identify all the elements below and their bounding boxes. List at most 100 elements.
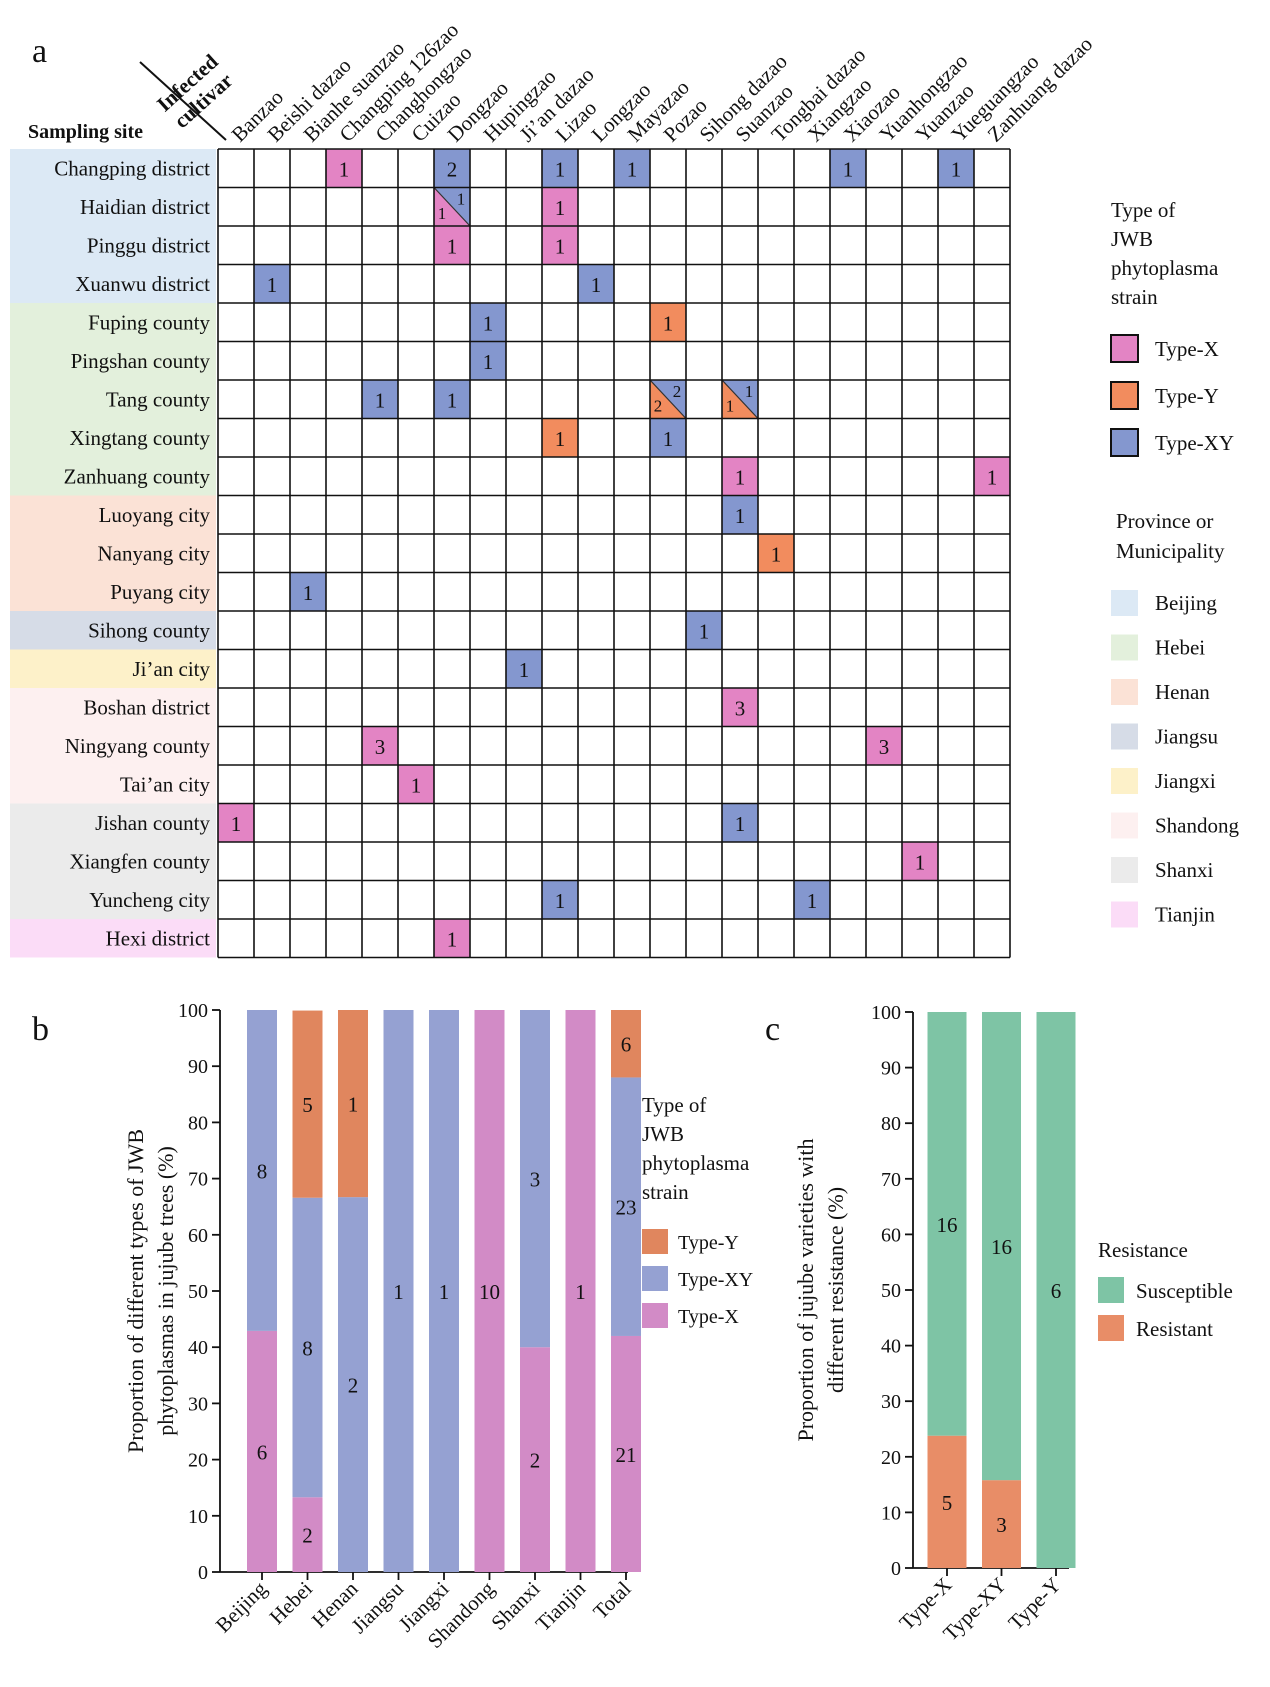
row-label: Xiangfen county — [69, 849, 210, 873]
panel-label-c: c — [765, 1011, 780, 1048]
bar-segment — [383, 1010, 414, 1572]
row-group-band — [10, 457, 216, 496]
cell-value: 1 — [519, 658, 530, 682]
row-group-band — [10, 341, 216, 380]
y-tick-label: 80 — [188, 1112, 208, 1134]
bar-label: 1 — [393, 1280, 404, 1304]
legend-swatch — [1111, 812, 1138, 839]
bar-label: 5 — [942, 1491, 953, 1515]
row-label: Luoyang city — [99, 503, 211, 527]
y-tick-label: 60 — [881, 1224, 901, 1246]
cell-value: 1 — [438, 204, 447, 223]
x-tick-label: Tianjin — [531, 1576, 591, 1636]
row-label: Tai’an city — [120, 772, 211, 796]
cell-value: 1 — [987, 465, 998, 489]
legend-title-line: Province or — [1116, 509, 1213, 533]
cell-filled — [614, 149, 650, 188]
row-group-band — [10, 187, 216, 226]
cell-filled — [362, 726, 398, 765]
row-group-band — [10, 765, 216, 804]
cell-value: 1 — [951, 157, 962, 181]
bar-label: 3 — [996, 1513, 1007, 1537]
legend-swatch — [1111, 857, 1138, 883]
row-label: Tang county — [106, 387, 211, 411]
legend-title-line: strain — [642, 1180, 689, 1204]
cell-value: 1 — [735, 812, 746, 836]
row-label: Jishan county — [95, 811, 210, 835]
row-group-band — [10, 303, 216, 342]
x-tick-label: Type-Y — [1003, 1573, 1065, 1635]
row-group-band — [10, 919, 216, 958]
legend-title-line: strain — [1111, 285, 1158, 309]
cell-value: 1 — [555, 157, 566, 181]
cell-value: 1 — [915, 850, 926, 874]
legend-entry: Type-X — [678, 1306, 739, 1328]
bar-label: 10 — [479, 1280, 500, 1304]
bar-segment — [927, 1012, 967, 1436]
y-tick-label: 90 — [188, 1056, 208, 1078]
y-tick-label: 50 — [881, 1280, 901, 1302]
row-group-band — [10, 495, 216, 534]
bar-segment — [611, 1010, 641, 1078]
header-diagonal — [139, 61, 227, 141]
cell-split-diagonal — [649, 379, 687, 419]
legend-entry: Resistant — [1136, 1317, 1213, 1341]
row-group-band — [10, 611, 216, 650]
cell-value: 1 — [411, 773, 422, 797]
cell-value: 2 — [673, 382, 682, 401]
bar-segment — [1036, 1012, 1076, 1568]
bar-label: 21 — [616, 1443, 637, 1467]
bar-label: 16 — [991, 1235, 1012, 1259]
bar-label: 3 — [530, 1168, 541, 1192]
bar-segment — [247, 1010, 277, 1331]
bar-label: 1 — [348, 1093, 359, 1117]
cell-value: 2 — [447, 157, 458, 181]
x-tick-label: Jiangsu — [347, 1576, 409, 1638]
bar-segment — [292, 1197, 323, 1498]
bar-segment — [338, 1010, 368, 1198]
cell-value: 1 — [735, 504, 746, 528]
y-tick-label: 60 — [188, 1225, 208, 1247]
legend-swatch — [1111, 723, 1138, 750]
y-tick-label: 20 — [881, 1447, 901, 1469]
bar-segment — [474, 1010, 505, 1572]
cell-value: 1 — [555, 889, 566, 913]
cell-split-diagonal — [433, 187, 471, 227]
row-group-band — [10, 726, 216, 765]
cell-value: 2 — [654, 397, 663, 416]
row-label: Zanhuang county — [64, 464, 211, 488]
legend-title-line: phytoplasma — [642, 1151, 750, 1175]
row-label: Yuncheng city — [89, 888, 210, 912]
y-axis-label-line: Proportion of jujube varieties with — [793, 1138, 818, 1441]
cell-value: 1 — [303, 581, 314, 605]
cell-value: 1 — [771, 542, 782, 566]
row-label: Xuanwu district — [75, 272, 210, 296]
y-tick-label: 80 — [881, 1113, 901, 1135]
cell-value: 1 — [555, 427, 566, 451]
cell-filled — [434, 919, 470, 958]
cell-filled — [722, 688, 758, 727]
legend-swatch — [1111, 768, 1138, 794]
row-group-band — [10, 803, 216, 842]
row-group-band — [10, 649, 216, 688]
legend-entry: Shandong — [1155, 814, 1240, 838]
row-label: Pingshan county — [71, 349, 211, 373]
row-label: Ningyang county — [65, 734, 211, 758]
cell-value: 1 — [457, 190, 466, 209]
legend-entry: Jiangsu — [1155, 725, 1219, 749]
row-group-band — [10, 380, 216, 419]
row-group-band — [10, 534, 216, 573]
bar-segment — [338, 1197, 368, 1572]
legend-entry: Type-Y — [678, 1232, 739, 1254]
bar-segment — [982, 1012, 1021, 1481]
cell-value: 1 — [555, 234, 566, 258]
cell-filled — [686, 611, 722, 650]
bar-label: 6 — [257, 1440, 268, 1464]
legend-swatch — [1098, 1277, 1124, 1303]
legend-title-line: Municipality — [1116, 539, 1225, 563]
bar-label: 8 — [302, 1336, 313, 1360]
cell-value: 3 — [879, 735, 890, 759]
bar-segment — [520, 1010, 550, 1348]
